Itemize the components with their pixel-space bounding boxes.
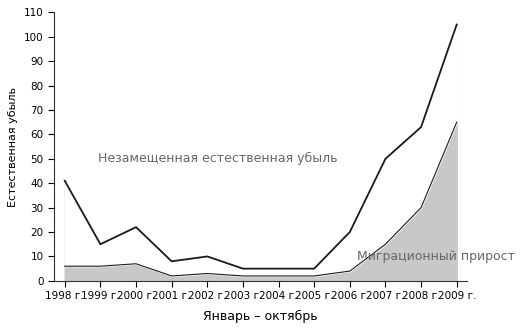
Text: Незамещенная естественная убыль: Незамещенная естественная убыль (98, 152, 338, 165)
Y-axis label: Естественная убыль: Естественная убыль (8, 87, 18, 207)
X-axis label: Январь – октябрь: Январь – октябрь (203, 309, 318, 323)
Text: Миграционный прирост: Миграционный прирост (357, 250, 515, 263)
